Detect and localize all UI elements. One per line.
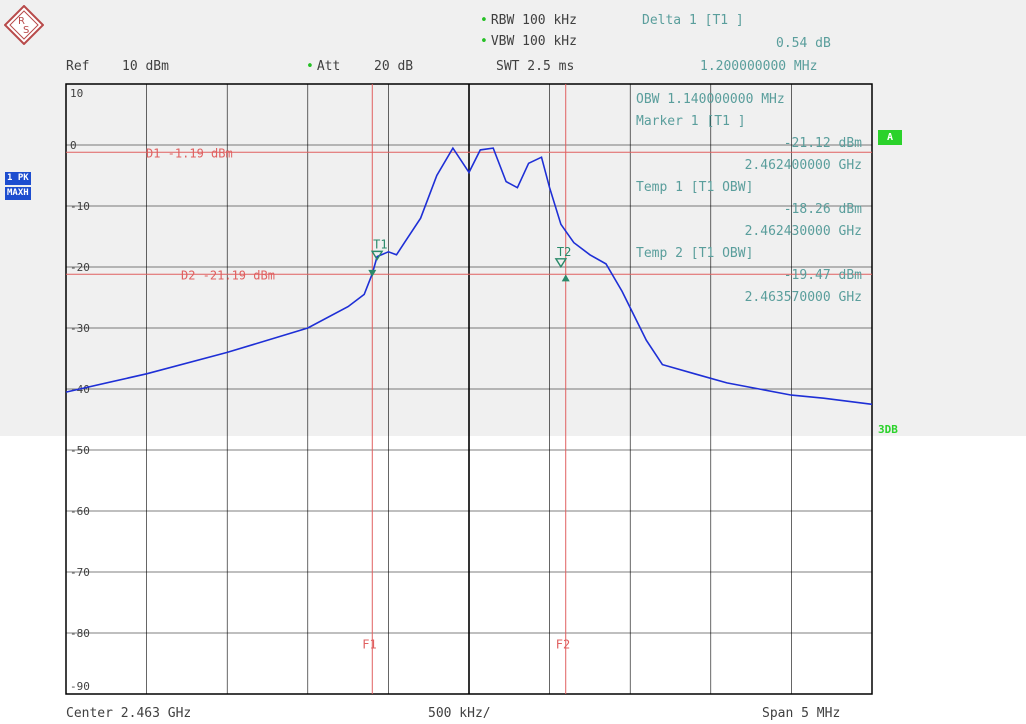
- marker-panel-line: Temp 1 [T1 OBW]: [636, 180, 753, 195]
- center-frequency-label: Center 2.463 GHz: [66, 706, 192, 721]
- vbw-label: • VBW 100 kHz: [480, 34, 577, 49]
- temp-marker-icon: [554, 258, 568, 269]
- y-tick-label: -70: [70, 566, 90, 579]
- trace-mode-badge: 1 PK: [5, 172, 31, 185]
- y-tick-label: 0: [70, 139, 77, 152]
- delta-marker-title: Delta 1 [T1 ]: [642, 13, 744, 28]
- marker-panel-line: OBW 1.140000000 MHz: [636, 92, 785, 107]
- marker-panel-line: -18.26 dBm: [784, 202, 862, 217]
- gray-background-band: [0, 0, 1026, 436]
- trace-detector-badge: MAXH: [5, 187, 31, 200]
- rbw-label: • RBW 100 kHz: [480, 13, 577, 28]
- ref-label: Ref: [66, 59, 90, 74]
- rohde-schwarz-logo-icon: R S: [4, 5, 44, 45]
- marker-panel-line: Temp 2 [T1 OBW]: [636, 246, 753, 261]
- y-tick-label: -80: [70, 627, 90, 640]
- delta-level: 0.54 dB: [776, 36, 831, 51]
- marker-1-icon: [368, 269, 377, 277]
- marker-panel-line: 2.463570000 GHz: [745, 290, 862, 305]
- marker-panel-line: 2.462430000 GHz: [745, 224, 862, 239]
- sweep-time-label: SWT 2.5 ms: [496, 59, 575, 74]
- y-tick-label: -60: [70, 505, 90, 518]
- frequency-line-label: F2: [556, 637, 570, 651]
- y-tick-label: -50: [70, 444, 90, 457]
- per-division-label: 500 kHz/: [428, 706, 491, 721]
- ref-level-value: 10 dBm: [122, 59, 169, 74]
- marker-panel-line: -19.47 dBm: [784, 268, 862, 283]
- marker-panel-line: 2.462400000 GHz: [745, 158, 862, 173]
- attenuation-label: • Att: [306, 59, 341, 74]
- y-tick-label: -90: [70, 680, 90, 693]
- delta-frequency: 1.200000000 MHz: [700, 59, 818, 74]
- display-line-label: D1 -1.19 dBm: [146, 146, 233, 160]
- y-tick-label: 10: [70, 87, 83, 100]
- frequency-line-label: F1: [362, 637, 376, 651]
- detector-label: 3DB: [878, 423, 898, 436]
- y-tick-label: -30: [70, 322, 90, 335]
- delta-marker-icon: [561, 274, 570, 282]
- spectrum-trace: [65, 146, 873, 406]
- marker-panel-line: Marker 1 [T1 ]: [636, 114, 746, 129]
- svg-text:S: S: [23, 25, 29, 36]
- y-tick-label: -20: [70, 261, 90, 274]
- marker-panel-line: -21.12 dBm: [784, 136, 862, 151]
- temp-marker-label: T2: [557, 245, 571, 259]
- attenuation-value: 20 dB: [374, 59, 414, 74]
- active-trace-badge: A: [878, 130, 902, 145]
- temp-marker-label: T1: [373, 237, 387, 251]
- temp-marker-icon: [370, 250, 384, 261]
- display-line-label: D2 -21.19 dBm: [181, 268, 275, 282]
- y-tick-label: -10: [70, 200, 90, 213]
- svg-text:R: R: [18, 16, 25, 27]
- span-label: Span 5 MHz: [762, 706, 841, 721]
